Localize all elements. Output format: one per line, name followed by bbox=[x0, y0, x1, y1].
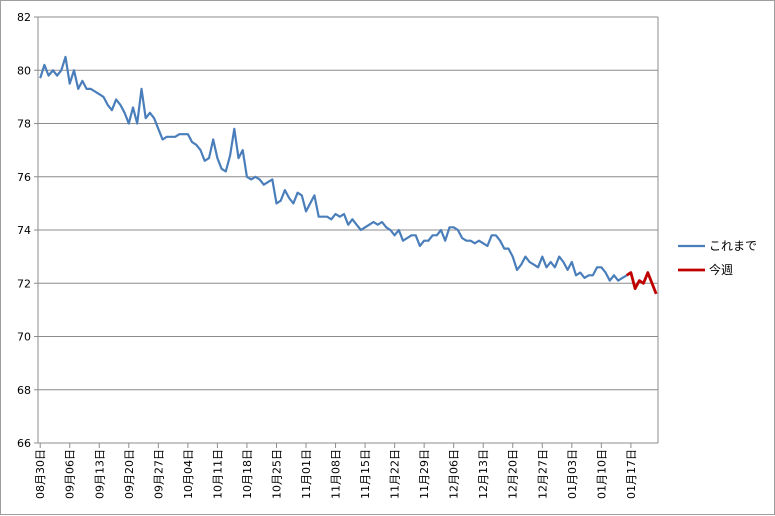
y-tick-label: 74 bbox=[17, 224, 31, 237]
x-axis-tick-labels: 08月30日 09月06日 09月13日 09月20日 09月27日 10月04日 10月1… bbox=[34, 449, 638, 499]
x-tick-label: 09月27日 bbox=[152, 449, 165, 499]
gridlines bbox=[38, 16, 658, 391]
x-tick-label: 09月06日 bbox=[64, 449, 77, 499]
x-tick-label: 01月10日 bbox=[595, 449, 608, 499]
x-tick-label: 11月08日 bbox=[330, 449, 343, 499]
x-tick-label: 12月27日 bbox=[536, 449, 549, 499]
x-tick-label: 11月29日 bbox=[418, 449, 431, 499]
y-tick-label: 70 bbox=[17, 331, 31, 344]
x-tick-label: 11月22日 bbox=[389, 449, 402, 499]
series-line-2 bbox=[625, 271, 658, 295]
x-tick-label: 10月18日 bbox=[241, 449, 254, 499]
y-tick-label: 68 bbox=[17, 384, 31, 397]
x-tick-label: 12月13日 bbox=[477, 449, 490, 499]
y-tick-label: 72 bbox=[17, 277, 31, 290]
x-tick-label: 10月11日 bbox=[211, 449, 224, 499]
x-tick-label: 09月20日 bbox=[123, 449, 136, 499]
y-axis-tick-labels: 66 68 70 72 74 76 78 80 82 bbox=[17, 11, 31, 450]
x-tick-label: 12月20日 bbox=[507, 449, 520, 499]
series-line-1 bbox=[39, 55, 628, 282]
y-tick-label: 78 bbox=[17, 118, 31, 131]
y-tick-label: 80 bbox=[17, 64, 31, 77]
legend-entry: これまで bbox=[709, 239, 757, 253]
y-tick-label: 66 bbox=[17, 437, 31, 450]
x-tick-label: 12月06日 bbox=[448, 449, 461, 499]
x-tick-label: 09月13日 bbox=[93, 449, 106, 499]
series-lines bbox=[39, 55, 658, 295]
x-tick-label: 01月03日 bbox=[566, 449, 579, 499]
axes bbox=[34, 16, 659, 448]
x-tick-label: 10月25日 bbox=[270, 449, 283, 499]
y-tick-label: 76 bbox=[17, 171, 31, 184]
y-tick-label: 82 bbox=[17, 11, 31, 24]
x-tick-label: 10月04日 bbox=[182, 449, 195, 499]
legend-entry: 今週 bbox=[709, 262, 733, 277]
x-tick-label: 11月15日 bbox=[359, 449, 372, 499]
x-tick-label: 11月01日 bbox=[300, 449, 313, 499]
x-tick-label: 08月30日 bbox=[34, 449, 47, 499]
x-tick-label: 01月17日 bbox=[625, 449, 638, 499]
